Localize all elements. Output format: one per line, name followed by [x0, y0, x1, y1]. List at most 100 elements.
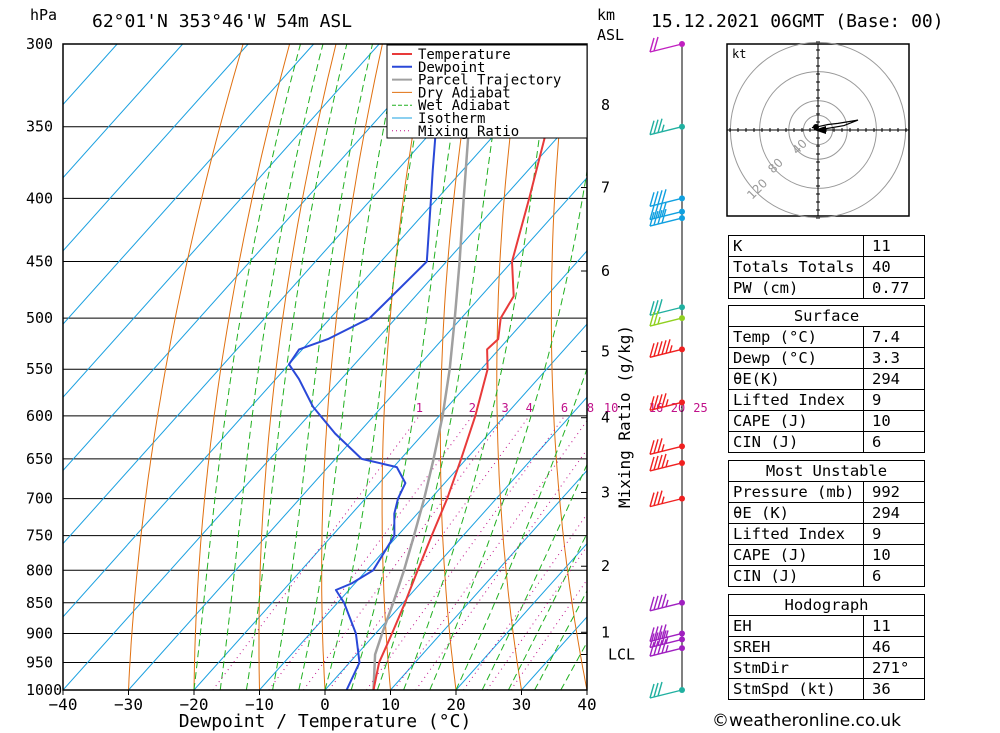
- isotherm-line: [63, 103, 587, 690]
- mu-thetae-value: 294: [863, 502, 925, 524]
- wind-barb: [649, 453, 685, 472]
- legend-label: Parcel Trajectory: [418, 73, 561, 89]
- wind-barb-flag: [649, 205, 655, 220]
- pressure-tick-label: 950: [26, 653, 53, 671]
- wind-barb-flag: [665, 339, 671, 354]
- table-row: SREH 46: [728, 636, 925, 658]
- mixing-ratio-label: 1: [416, 401, 423, 415]
- wind-barb: [649, 638, 685, 657]
- wind-barb-flag: [649, 211, 655, 227]
- isotherm-line: [63, 44, 577, 618]
- km-tick-label: 6: [601, 262, 610, 280]
- pressure-tick-label: 650: [26, 450, 53, 468]
- isotherm-line: [193, 250, 587, 690]
- mixing-ratio-line: [486, 545, 587, 690]
- wind-barb: [649, 630, 685, 649]
- isotherm-line: [63, 44, 380, 399]
- wind-barb-flag: [661, 208, 667, 224]
- hodograph-arrow: [814, 126, 826, 134]
- wind-barb: [649, 624, 685, 643]
- table-row: Lifted Index 9: [728, 389, 925, 411]
- wind-barb-halfflag: [665, 599, 669, 607]
- mu-li-label: Lifted Index: [728, 523, 864, 545]
- surface-li-value: 9: [863, 389, 925, 411]
- wind-barb-halfflag: [661, 444, 665, 452]
- wet-adiabat-line: [481, 463, 587, 690]
- wind-barb-halfflag: [665, 630, 669, 638]
- wind-barb-staff: [649, 126, 683, 136]
- wind-barb-flag: [653, 342, 659, 357]
- hodo-stmspd-value: 36: [863, 678, 925, 700]
- x-axis-title: Dewpoint / Temperature (°C): [179, 711, 472, 732]
- mixing-ratio-label: 4: [526, 401, 533, 415]
- run-datetime: 15.12.2021 06GMT (Base: 00): [651, 11, 944, 32]
- table-row: StmSpd (kt) 36: [728, 678, 925, 700]
- temperature-tick-label: 20: [446, 695, 465, 714]
- wet-adiabat-line: [429, 168, 587, 690]
- hodo-sreh-value: 46: [863, 636, 925, 658]
- mu-section-title: Most Unstable: [728, 460, 925, 482]
- wind-barb-flag: [653, 310, 659, 326]
- temperature-tick-label: −30: [114, 695, 143, 714]
- isotherm-line: [390, 469, 587, 690]
- mu-thetae-label: θE (K): [728, 502, 864, 524]
- wind-barb-staff: [649, 317, 683, 327]
- surface-dewp-label: Dewp (°C): [728, 347, 864, 369]
- wind-barb-flag: [661, 638, 667, 654]
- wind-barb-staff: [649, 197, 683, 208]
- dewpoint-line: [288, 44, 479, 690]
- wind-barb-flag: [657, 209, 663, 225]
- wind-barb-flag: [653, 595, 659, 610]
- wind-barb: [649, 299, 685, 316]
- wind-barb-flag: [657, 681, 663, 697]
- dry-adiabat-line: [258, 44, 337, 690]
- index-pw-value: 0.77: [863, 277, 925, 299]
- wind-barb-flag: [661, 189, 667, 204]
- mixing-ratio-label: 8: [587, 401, 594, 415]
- km-tick-label: 1: [601, 623, 610, 641]
- table-row: Lifted Index 9: [728, 523, 925, 545]
- dry-adiabat-line: [940, 44, 1000, 690]
- wind-barb-flag: [653, 204, 659, 219]
- index-tt-label: Totals Totals: [728, 256, 864, 278]
- wind-barb-flag: [649, 343, 655, 358]
- table-row: Dewp (°C) 3.3: [728, 347, 925, 369]
- legend-label: Wet Adiabat: [418, 98, 511, 114]
- surface-cin-label: CIN (J): [728, 431, 864, 453]
- wind-barb-flag: [661, 340, 667, 355]
- mixing-ratio-label: 3: [502, 401, 509, 415]
- mixing-ratio-line: [510, 579, 587, 690]
- km-tick-label: 3: [601, 483, 610, 501]
- wind-barb-flag: [657, 118, 663, 133]
- wind-barb-flag: [649, 440, 655, 455]
- surface-cin-value: 6: [863, 431, 925, 453]
- isotherm-line: [63, 44, 249, 252]
- pressure-tick-label: 700: [26, 490, 53, 508]
- wind-barb: [649, 189, 685, 208]
- index-k-value: 11: [863, 235, 925, 257]
- wind-barb-flag: [653, 640, 659, 656]
- dry-adiabat-line: [193, 44, 291, 690]
- wind-barb-flag: [657, 190, 663, 205]
- wind-barb-flag: [649, 311, 655, 327]
- wet-adiabat-line: [403, 44, 554, 690]
- pressure-tick-label: 550: [26, 360, 53, 378]
- wind-barb-flag: [657, 341, 663, 356]
- mu-cin-value: 6: [863, 565, 925, 587]
- wind-barb: [649, 208, 685, 227]
- index-table-surface: Surface Temp (°C) 7.4 Dewp (°C) 3.3 θE(K) 2…: [728, 305, 925, 453]
- mixing-ratio-line: [415, 448, 587, 690]
- wind-barb-flag: [657, 454, 663, 470]
- surface-section-title: Surface: [728, 305, 925, 327]
- wind-barb-flag: [653, 632, 659, 647]
- wind-barb-flag: [649, 492, 655, 507]
- mu-cape-label: CAPE (J): [728, 544, 864, 566]
- wind-barb-flag: [649, 641, 655, 657]
- wind-barb-flag: [649, 192, 655, 207]
- wind-barb-flag: [649, 456, 655, 472]
- wind-barb-flag: [657, 625, 663, 640]
- table-row: Pressure (mb) 992: [728, 481, 925, 503]
- copyright-link[interactable]: ©weatheronline.co.uk: [712, 711, 902, 731]
